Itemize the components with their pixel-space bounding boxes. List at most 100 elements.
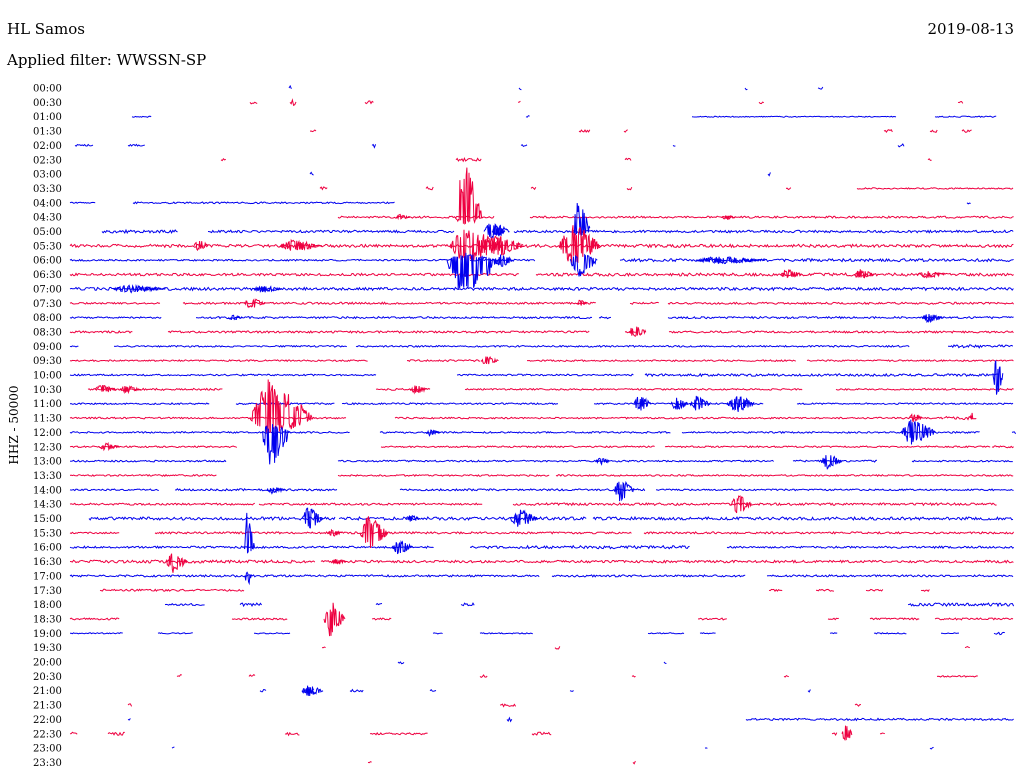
seismogram-trace <box>527 359 796 363</box>
seismogram-trace <box>131 115 152 118</box>
seismogram-trace <box>337 459 774 463</box>
seismogram-trace <box>69 301 161 305</box>
row-time-label: 12:30 <box>33 442 62 453</box>
seismic-event <box>425 429 441 437</box>
seismogram-trace <box>518 87 522 91</box>
seismogram-trace <box>767 172 771 177</box>
row-time-label: 10:30 <box>33 385 62 396</box>
row-time-label: 20:00 <box>33 658 62 669</box>
seismogram-trace <box>598 315 612 320</box>
seismogram-trace <box>827 617 839 621</box>
seismogram-trace <box>479 632 533 635</box>
row-time-label: 09:00 <box>33 342 62 353</box>
seismogram-trace <box>525 115 530 118</box>
seismogram-trace <box>815 588 835 592</box>
seismogram-trace <box>957 100 964 104</box>
seismic-event <box>279 238 323 251</box>
seismic-event <box>908 413 923 423</box>
seismogram-trace <box>249 101 258 105</box>
seismogram-trace <box>69 272 519 277</box>
row-time-label: 18:30 <box>33 614 62 625</box>
seismogram-trace <box>338 516 587 521</box>
seismic-event <box>243 298 266 309</box>
row-time-label: 10:00 <box>33 371 62 382</box>
seismogram-trace <box>879 732 885 735</box>
seismogram-trace <box>455 157 482 163</box>
seismogram-trace <box>399 488 646 492</box>
seismogram-trace <box>644 372 1000 378</box>
seismogram-trace <box>364 100 374 105</box>
seismogram-trace <box>127 718 131 721</box>
seismic-event <box>480 356 499 365</box>
seismogram-trace <box>195 315 593 320</box>
seismic-event <box>454 167 484 225</box>
seismic-event <box>628 326 647 337</box>
seismogram-trace <box>394 416 944 420</box>
seismic-event <box>572 202 591 237</box>
seismic-event <box>509 509 538 527</box>
seismogram-trace <box>157 632 193 635</box>
seismogram-trace <box>69 359 368 363</box>
row-time-label: 21:30 <box>33 701 62 712</box>
seismogram-trace <box>964 646 970 649</box>
seismogram-trace <box>101 228 178 235</box>
seismogram-trace <box>355 344 910 348</box>
seismogram-trace <box>341 402 558 406</box>
seismic-event <box>94 384 116 393</box>
seismogram-trace <box>320 559 1014 564</box>
seismogram-trace <box>69 531 120 535</box>
seismogram-trace <box>254 632 291 635</box>
seismogram-trace <box>643 530 1015 535</box>
row-time-label: 06:30 <box>33 270 62 281</box>
row-time-label: 23:30 <box>33 758 62 769</box>
seismogram-trace <box>907 602 1015 608</box>
row-time-label: 08:00 <box>33 313 62 324</box>
seismogram-trace <box>167 330 590 334</box>
seismogram-trace <box>380 445 655 449</box>
seismic-event <box>119 385 142 395</box>
seismogram-trace <box>911 459 1013 463</box>
seismic-event <box>695 255 766 265</box>
seismogram-trace <box>1011 431 1017 435</box>
seismogram-trace <box>309 171 314 176</box>
seismogram-trace <box>69 573 540 578</box>
seismic-event <box>558 225 601 264</box>
seismogram-trace <box>425 186 434 191</box>
seismic-event <box>391 540 414 555</box>
row-time-label: 11:00 <box>33 399 62 410</box>
seismogram-trace <box>375 602 383 606</box>
seismogram-trace <box>512 502 997 507</box>
seismogram-trace <box>113 344 347 348</box>
seismogram-trace <box>88 516 336 521</box>
seismogram-trace <box>934 115 997 118</box>
seismogram-trace <box>758 101 765 105</box>
seismogram-trace <box>371 143 377 149</box>
seismogram-trace <box>513 229 1014 234</box>
seismogram-trace <box>631 675 636 678</box>
seismogram-trace <box>207 229 455 234</box>
seismogram-trace <box>520 144 528 148</box>
seismogram-trace <box>176 674 182 677</box>
seismogram-trace <box>529 215 1014 219</box>
seismogram-trace <box>69 473 217 477</box>
seismogram-trace <box>70 632 123 635</box>
seismogram-trace <box>69 373 377 377</box>
seismogram-trace <box>592 515 1014 521</box>
row-time-label: 02:00 <box>33 141 62 152</box>
filter-label: Applied filter: WWSSN-SP <box>7 51 207 69</box>
seismic-event <box>633 396 652 411</box>
seismic-event <box>491 224 510 237</box>
seismogram-trace <box>551 574 746 578</box>
seismogram-trace <box>569 690 574 692</box>
row-time-label: 12:00 <box>33 428 62 439</box>
seismogram-trace <box>697 617 727 621</box>
seismogram-trace <box>783 674 789 678</box>
seismogram-trace <box>856 187 1014 190</box>
seismogram-trace <box>966 202 971 205</box>
seismogram-trace <box>785 187 792 191</box>
seismogram-trace <box>469 544 690 550</box>
seismic-event <box>112 284 166 294</box>
seismogram-trace <box>530 186 537 191</box>
seismogram-trace <box>69 502 256 506</box>
seismogram-trace <box>69 316 162 319</box>
